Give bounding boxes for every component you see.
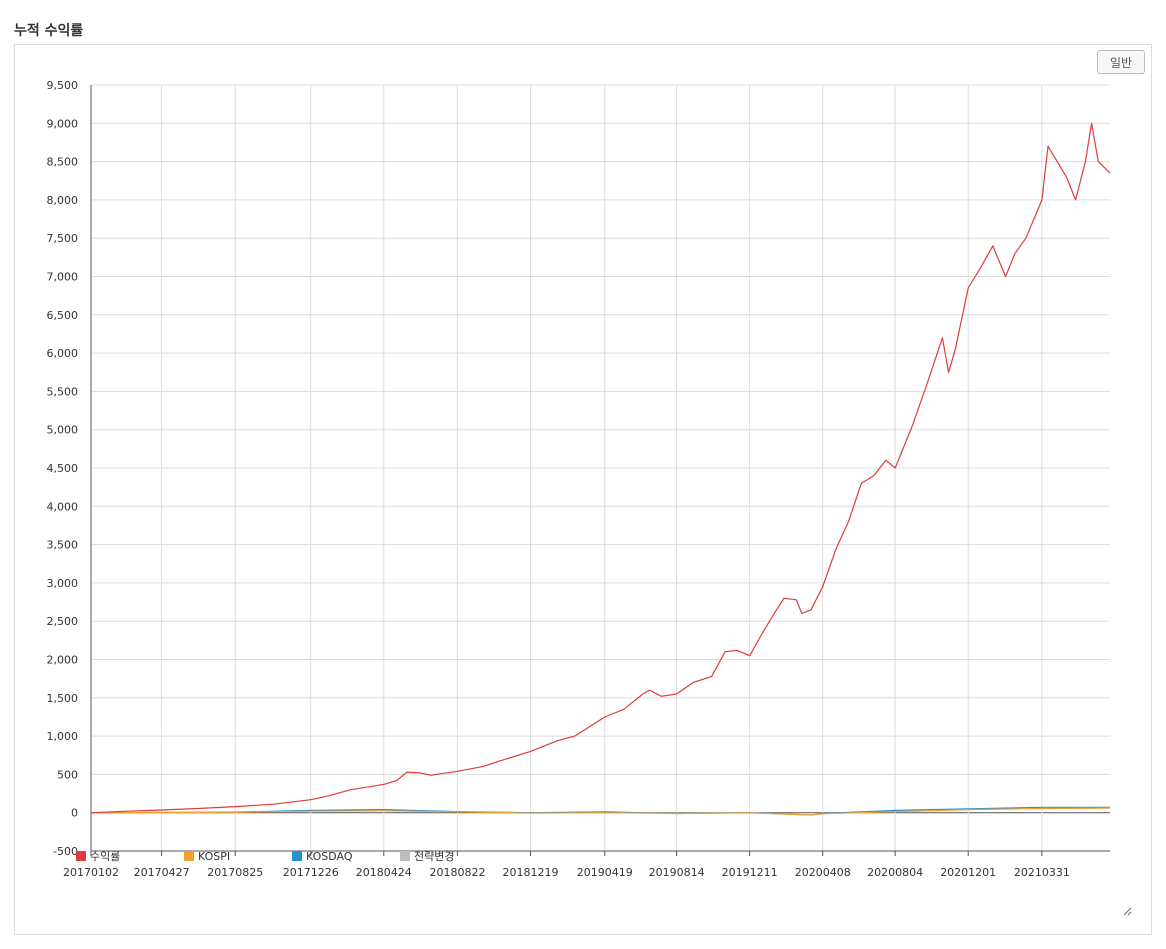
y-tick-label: 0	[71, 807, 78, 820]
page-title: 누적 수익률	[14, 23, 84, 39]
legend-swatch	[76, 851, 86, 861]
y-tick-label: 5,000	[47, 424, 79, 437]
x-tick-label: 20201201	[940, 866, 996, 879]
y-tick-label: 3,000	[47, 577, 79, 590]
x-tick-label: 20170825	[207, 866, 263, 879]
legend-swatch	[184, 851, 194, 861]
x-tick-label: 20170102	[63, 866, 119, 879]
y-tick-label: 9,000	[47, 117, 79, 130]
chart-legend: 수익률 KOSPI KOSDAQ 전략변경	[76, 848, 508, 864]
series-lines	[90, 122, 1111, 816]
legend-item[interactable]: KOSPI	[184, 848, 292, 864]
x-tick-label: 20200804	[867, 866, 923, 879]
y-tick-label: 4,500	[47, 462, 79, 475]
x-tick-label: 20181219	[503, 866, 559, 879]
x-axis: 20170102 20170427 20170825 20171226 20180424…	[63, 850, 1110, 879]
series-line-KOSDAQ	[90, 806, 1110, 816]
x-tick-label: 20190419	[577, 866, 633, 879]
x-tick-label: 20190814	[649, 866, 705, 879]
y-tick-label: 7,000	[47, 271, 79, 284]
y-tick-label: 3,500	[47, 539, 79, 552]
legend-item[interactable]: 수익률	[76, 848, 184, 864]
legend-label: KOSDAQ	[306, 849, 353, 863]
y-tick-label: 1,000	[47, 730, 79, 743]
y-tick-label: 7,500	[47, 232, 79, 245]
chart-mode-button[interactable]: 일반	[1097, 50, 1145, 74]
x-tick-label: 20171226	[283, 866, 339, 879]
legend-label: 수익률	[90, 850, 121, 863]
y-axis: -500 0 500 1,000 1,500 2,000 2,500 3,000 3,500 4,…	[47, 79, 92, 858]
legend-swatch	[292, 851, 302, 861]
legend-swatch	[400, 851, 410, 861]
legend-label: KOSPI	[198, 849, 231, 863]
y-tick-label: 6,000	[47, 347, 79, 360]
y-tick-label: 2,500	[47, 615, 79, 628]
legend-label: 전략변경	[414, 850, 455, 863]
grid-lines	[90, 84, 1110, 852]
x-tick-label: 20170427	[134, 866, 190, 879]
x-tick-label: 20180822	[429, 866, 485, 879]
series-line-KOSPI	[90, 807, 1111, 816]
y-tick-label: 9,500	[47, 79, 79, 92]
x-tick-label: 20180424	[356, 866, 412, 879]
y-tick-label: -500	[53, 845, 78, 858]
y-tick-label: 8,500	[47, 156, 79, 169]
legend-item[interactable]: 전략변경	[400, 848, 508, 864]
legend-item[interactable]: KOSDAQ	[292, 848, 400, 864]
y-tick-label: 8,000	[47, 194, 79, 207]
y-tick-label: 6,500	[47, 309, 79, 322]
resize-handle-icon[interactable]	[1122, 906, 1132, 916]
y-tick-label: 2,000	[47, 654, 79, 667]
y-tick-label: 1,500	[47, 692, 79, 705]
y-tick-label: 5,500	[47, 385, 79, 398]
chart-panel: 일반	[14, 44, 1152, 935]
series-line-수익률	[90, 122, 1111, 814]
y-tick-label: 4,000	[47, 500, 79, 513]
y-tick-label: 500	[57, 768, 78, 781]
x-tick-label: 20191211	[722, 866, 778, 879]
x-tick-label: 20210331	[1014, 866, 1070, 879]
x-tick-label: 20200408	[795, 866, 851, 879]
